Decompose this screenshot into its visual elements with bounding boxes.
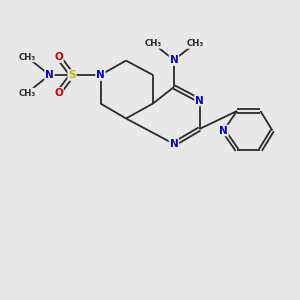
Text: N: N — [169, 55, 178, 65]
Text: CH₃: CH₃ — [18, 52, 36, 62]
Text: CH₃: CH₃ — [18, 88, 36, 98]
Text: CH₃: CH₃ — [186, 39, 204, 48]
Text: N: N — [195, 95, 204, 106]
Text: N: N — [219, 125, 228, 136]
Text: S: S — [68, 70, 76, 80]
Text: O: O — [54, 52, 63, 62]
Text: N: N — [45, 70, 54, 80]
Text: O: O — [54, 88, 63, 98]
Text: CH₃: CH₃ — [144, 39, 162, 48]
Text: N: N — [169, 139, 178, 149]
Text: N: N — [96, 70, 105, 80]
